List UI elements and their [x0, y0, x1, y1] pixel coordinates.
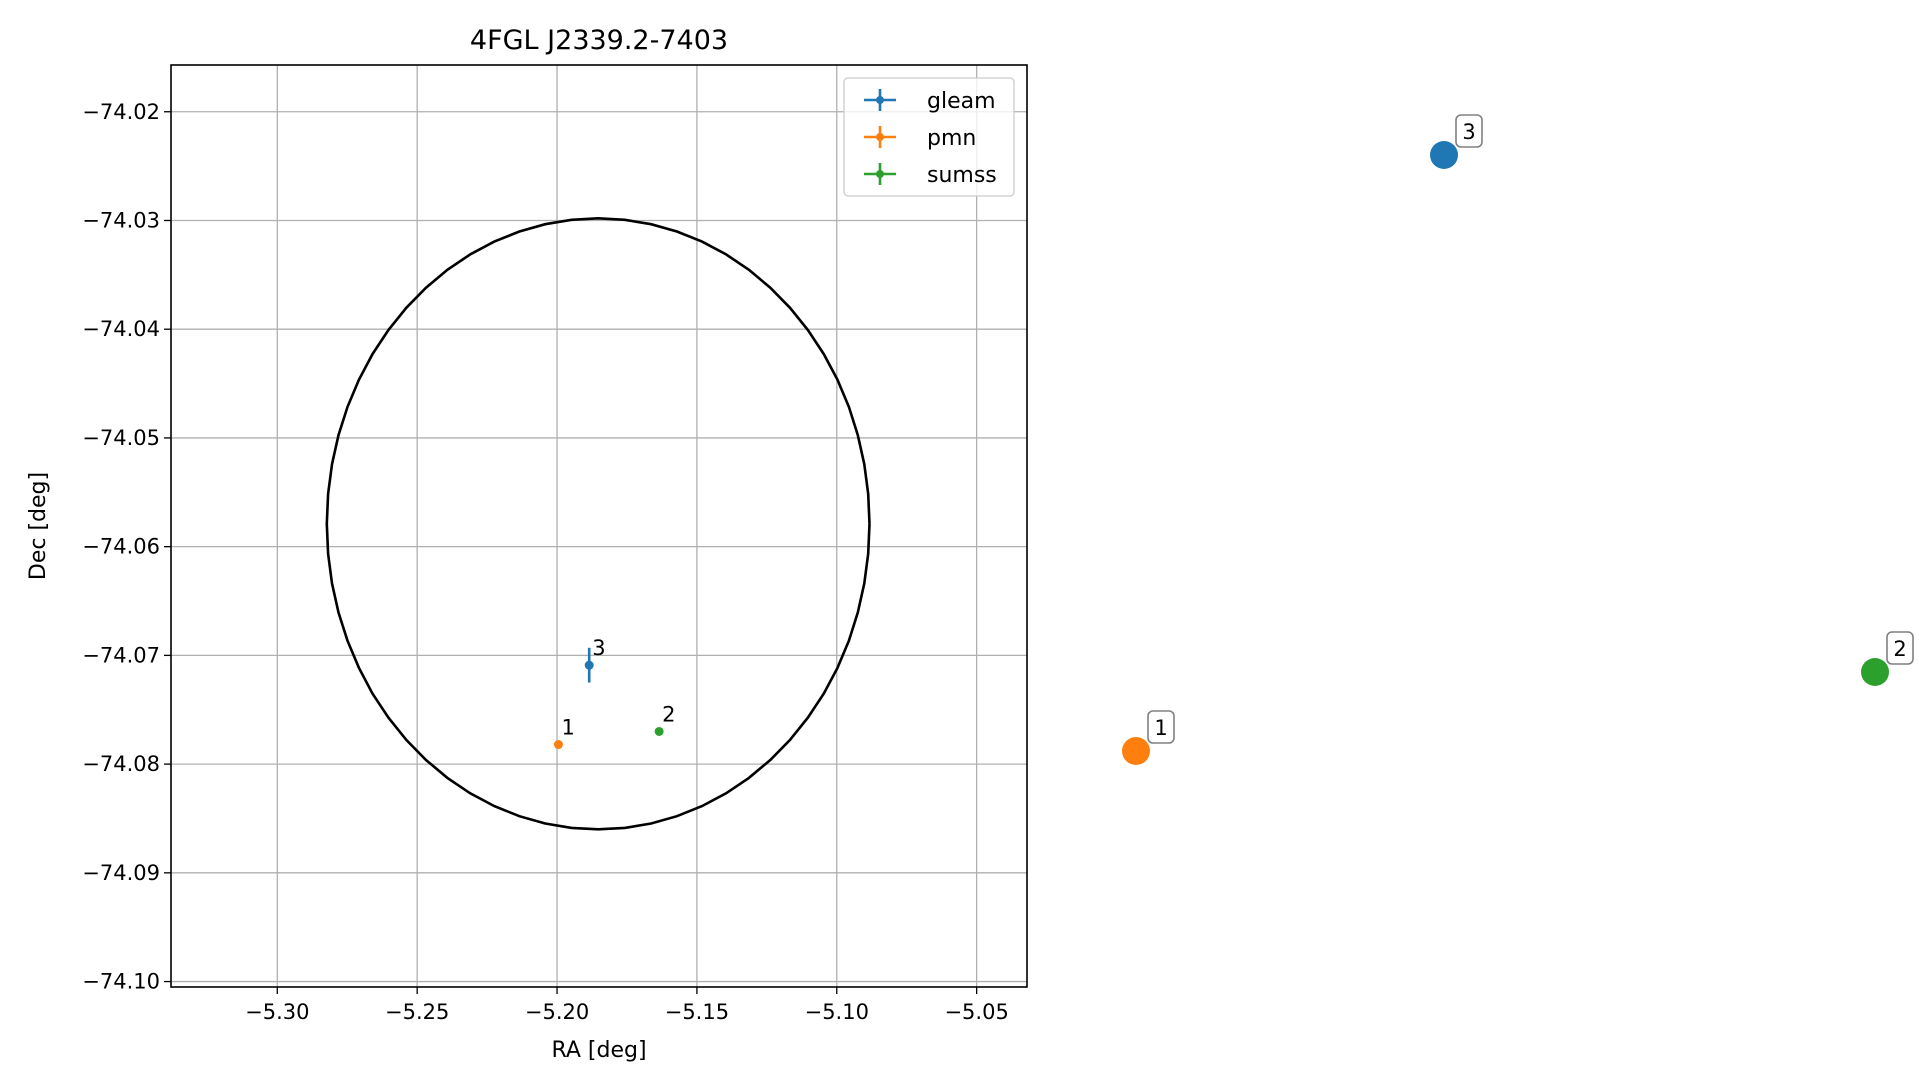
side-markers: 3 2 1 — [1122, 114, 1914, 765]
y-tick-label: −74.03 — [82, 208, 160, 232]
point-pmn — [553, 740, 563, 750]
side-marker-2 — [1861, 658, 1889, 686]
legend-label-gleam: gleam — [927, 89, 996, 114]
x-tick-label: −5.20 — [525, 1000, 589, 1024]
legend-label-pmn: pmn — [927, 126, 976, 151]
error-ellipse — [325, 216, 871, 831]
point-gleam — [584, 660, 594, 670]
axes-frame — [170, 64, 1028, 988]
legend-label-sumss: sumss — [927, 163, 997, 188]
x-tick-label: −5.25 — [385, 1000, 449, 1024]
x-tick-label: −5.15 — [665, 1000, 729, 1024]
y-tick-label: −74.02 — [82, 100, 160, 124]
x-tick-label: −5.10 — [805, 1000, 869, 1024]
x-ticks: −5.30 −5.25 −5.20 −5.15 −5.10 −5.05 — [245, 987, 1009, 1024]
side-marker-1 — [1122, 737, 1150, 765]
side-marker-box-3 — [1455, 114, 1483, 148]
legend-marker-pmn — [876, 133, 884, 141]
y-tick-label: −74.04 — [82, 317, 160, 341]
y-tick-label: −74.09 — [82, 861, 160, 885]
point-label-gleam: 3 — [592, 636, 605, 660]
legend: gleam pmn sumss — [843, 77, 1015, 197]
y-axis-label: Dec [deg] — [26, 472, 51, 580]
legend-box — [843, 77, 1015, 197]
y-tick-label: −74.07 — [82, 643, 160, 667]
side-marker-label-3: 3 — [1462, 120, 1475, 144]
plot-area — [171, 65, 1027, 987]
point-label-pmn: 1 — [561, 716, 574, 740]
x-axis-label: RA [deg] — [551, 1038, 646, 1063]
legend-entries: gleam pmn sumss — [864, 89, 997, 188]
side-marker-box-2 — [1886, 631, 1914, 665]
legend-marker-sumss — [876, 170, 884, 178]
y-ticks: −74.02 −74.03 −74.04 −74.05 −74.06 −74.07 −74.… — [82, 100, 171, 994]
y-tick-label: −74.08 — [82, 752, 160, 776]
side-marker-label-1: 1 — [1154, 716, 1167, 740]
point-sumss — [654, 726, 664, 736]
side-marker-label-2: 2 — [1893, 637, 1906, 661]
data-points-layer: 3 1 2 — [553, 636, 676, 750]
side-marker-3 — [1430, 141, 1458, 169]
legend-marker-gleam — [876, 96, 884, 104]
y-tick-label: −74.05 — [82, 426, 160, 450]
side-marker-box-1 — [1147, 710, 1175, 744]
point-label-sumss: 2 — [662, 702, 675, 726]
grid-lines — [171, 65, 1027, 987]
error-ellipse-layer — [325, 216, 871, 831]
y-tick-label: −74.06 — [82, 535, 160, 559]
x-tick-label: −5.05 — [944, 1000, 1008, 1024]
x-tick-label: −5.30 — [245, 1000, 309, 1024]
chart-title: 4FGL J2339.2-7403 — [470, 25, 728, 56]
y-tick-label: −74.10 — [82, 970, 160, 994]
